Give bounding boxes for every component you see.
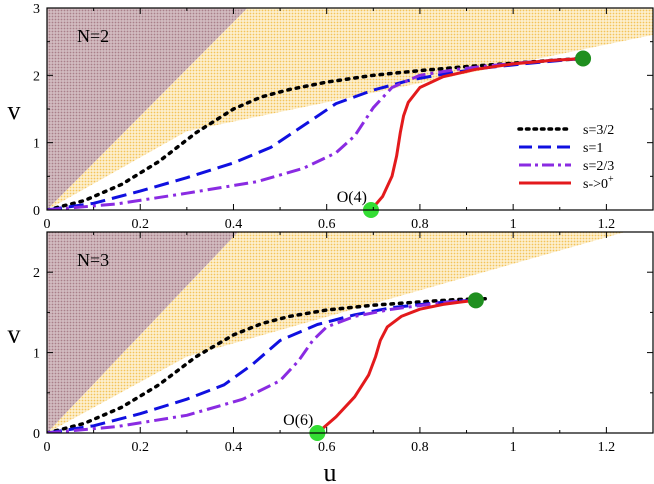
yellow-region (47, 8, 653, 210)
x-tick-label: 0 (44, 217, 51, 232)
y-tick-label: 0 (33, 427, 40, 442)
series-s-0- (316, 298, 477, 433)
legend: s=3/2 s=1 s=2/3s->0+ (517, 123, 614, 192)
x-tick-label: 0.8 (411, 440, 429, 455)
x-tick-label: 0.6 (318, 440, 336, 455)
legend-superscript: + (608, 174, 614, 185)
x-tick-label: 0.2 (131, 440, 149, 455)
legend-label: s=3/2 (583, 123, 614, 138)
panel-n2: 0 0.2 0.4 0.6 0.8 1 1.2 0 1 2 3 v N=2 O(4) s=3/2 s=1 s=2… (8, 2, 654, 232)
x-axis-title: u (324, 458, 337, 484)
x-tick-label: 0.6 (318, 217, 336, 232)
y-tick-label: 0 (33, 204, 40, 219)
y-tick-label: 1 (33, 347, 40, 362)
annotation-label: O(6) (283, 412, 313, 429)
legend-label: s=2/3 (583, 159, 614, 174)
y-tick-label: 2 (33, 69, 40, 84)
x-tick-label: 1 (510, 440, 517, 455)
y-tick-label: 3 (33, 2, 40, 17)
y-tick-label: 2 (33, 266, 40, 281)
x-tick-label: 1 (510, 217, 517, 232)
series-s-2-3 (47, 298, 476, 433)
series-s-3-2 (47, 296, 487, 433)
y-tick-label: 1 (33, 137, 40, 152)
end-point (467, 292, 484, 309)
x-tick-label: 0.2 (131, 217, 149, 232)
end-point (575, 50, 592, 67)
x-tick-label: 1.2 (598, 217, 616, 232)
panel-label: N=2 (77, 26, 109, 46)
series-s-0- (369, 57, 584, 210)
annotation-label: O(4) (337, 189, 367, 206)
panel-label: N=3 (77, 250, 109, 270)
plot-area (47, 232, 625, 433)
x-tick-label: 0.4 (225, 440, 243, 455)
panel-n3: 0 0.2 0.4 0.6 0.8 1 1.2 0 1 2 v N=3 O(6) u (8, 231, 654, 484)
legend-label: s->0+ (583, 174, 614, 192)
plot-frame (46, 231, 654, 434)
y-axis-title: v (8, 96, 21, 125)
x-tick-label: 0 (44, 440, 51, 455)
x-tick-label: 0.4 (225, 217, 243, 232)
x-tick-label: 0.8 (411, 217, 429, 232)
x-tick-label: 1.2 (598, 440, 616, 455)
legend-label: s=1 (583, 141, 603, 156)
plot-area (47, 8, 653, 210)
y-axis-title: v (8, 320, 21, 349)
yellow-region (47, 232, 625, 433)
